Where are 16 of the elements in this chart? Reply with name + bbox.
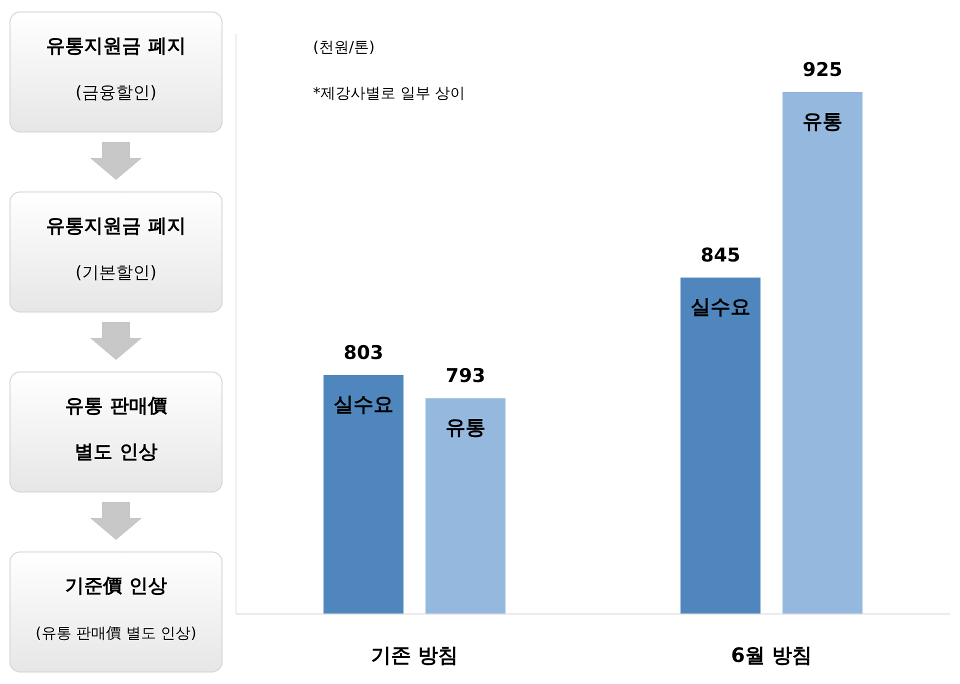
- text: 기준價 인상 (유통 판매價 별도 인상): [35, 575, 197, 642]
- data-label: 803: [344, 342, 384, 364]
- text: 유통지원금 폐지 (금융할인): [46, 35, 186, 103]
- text: 유통지원금 폐지 (기본할인): [46, 215, 186, 283]
- text: 실수요: [690, 294, 750, 319]
- series-label: 유통: [446, 415, 486, 440]
- text: 유통: [802, 109, 842, 133]
- annotation: *제강사별로 일부 상이: [313, 84, 466, 102]
- data-label: 793: [446, 365, 486, 388]
- data-label: 845: [700, 244, 740, 267]
- data-label: 925: [802, 59, 842, 81]
- text: 유통 판매價 별도 인상: [65, 395, 167, 463]
- x-tick-label: 6월 방침: [731, 643, 812, 667]
- annotation: (천원/톤): [313, 38, 375, 56]
- series-label: 실수요: [334, 392, 394, 416]
- x-tick-label: 기존 방침: [371, 643, 458, 667]
